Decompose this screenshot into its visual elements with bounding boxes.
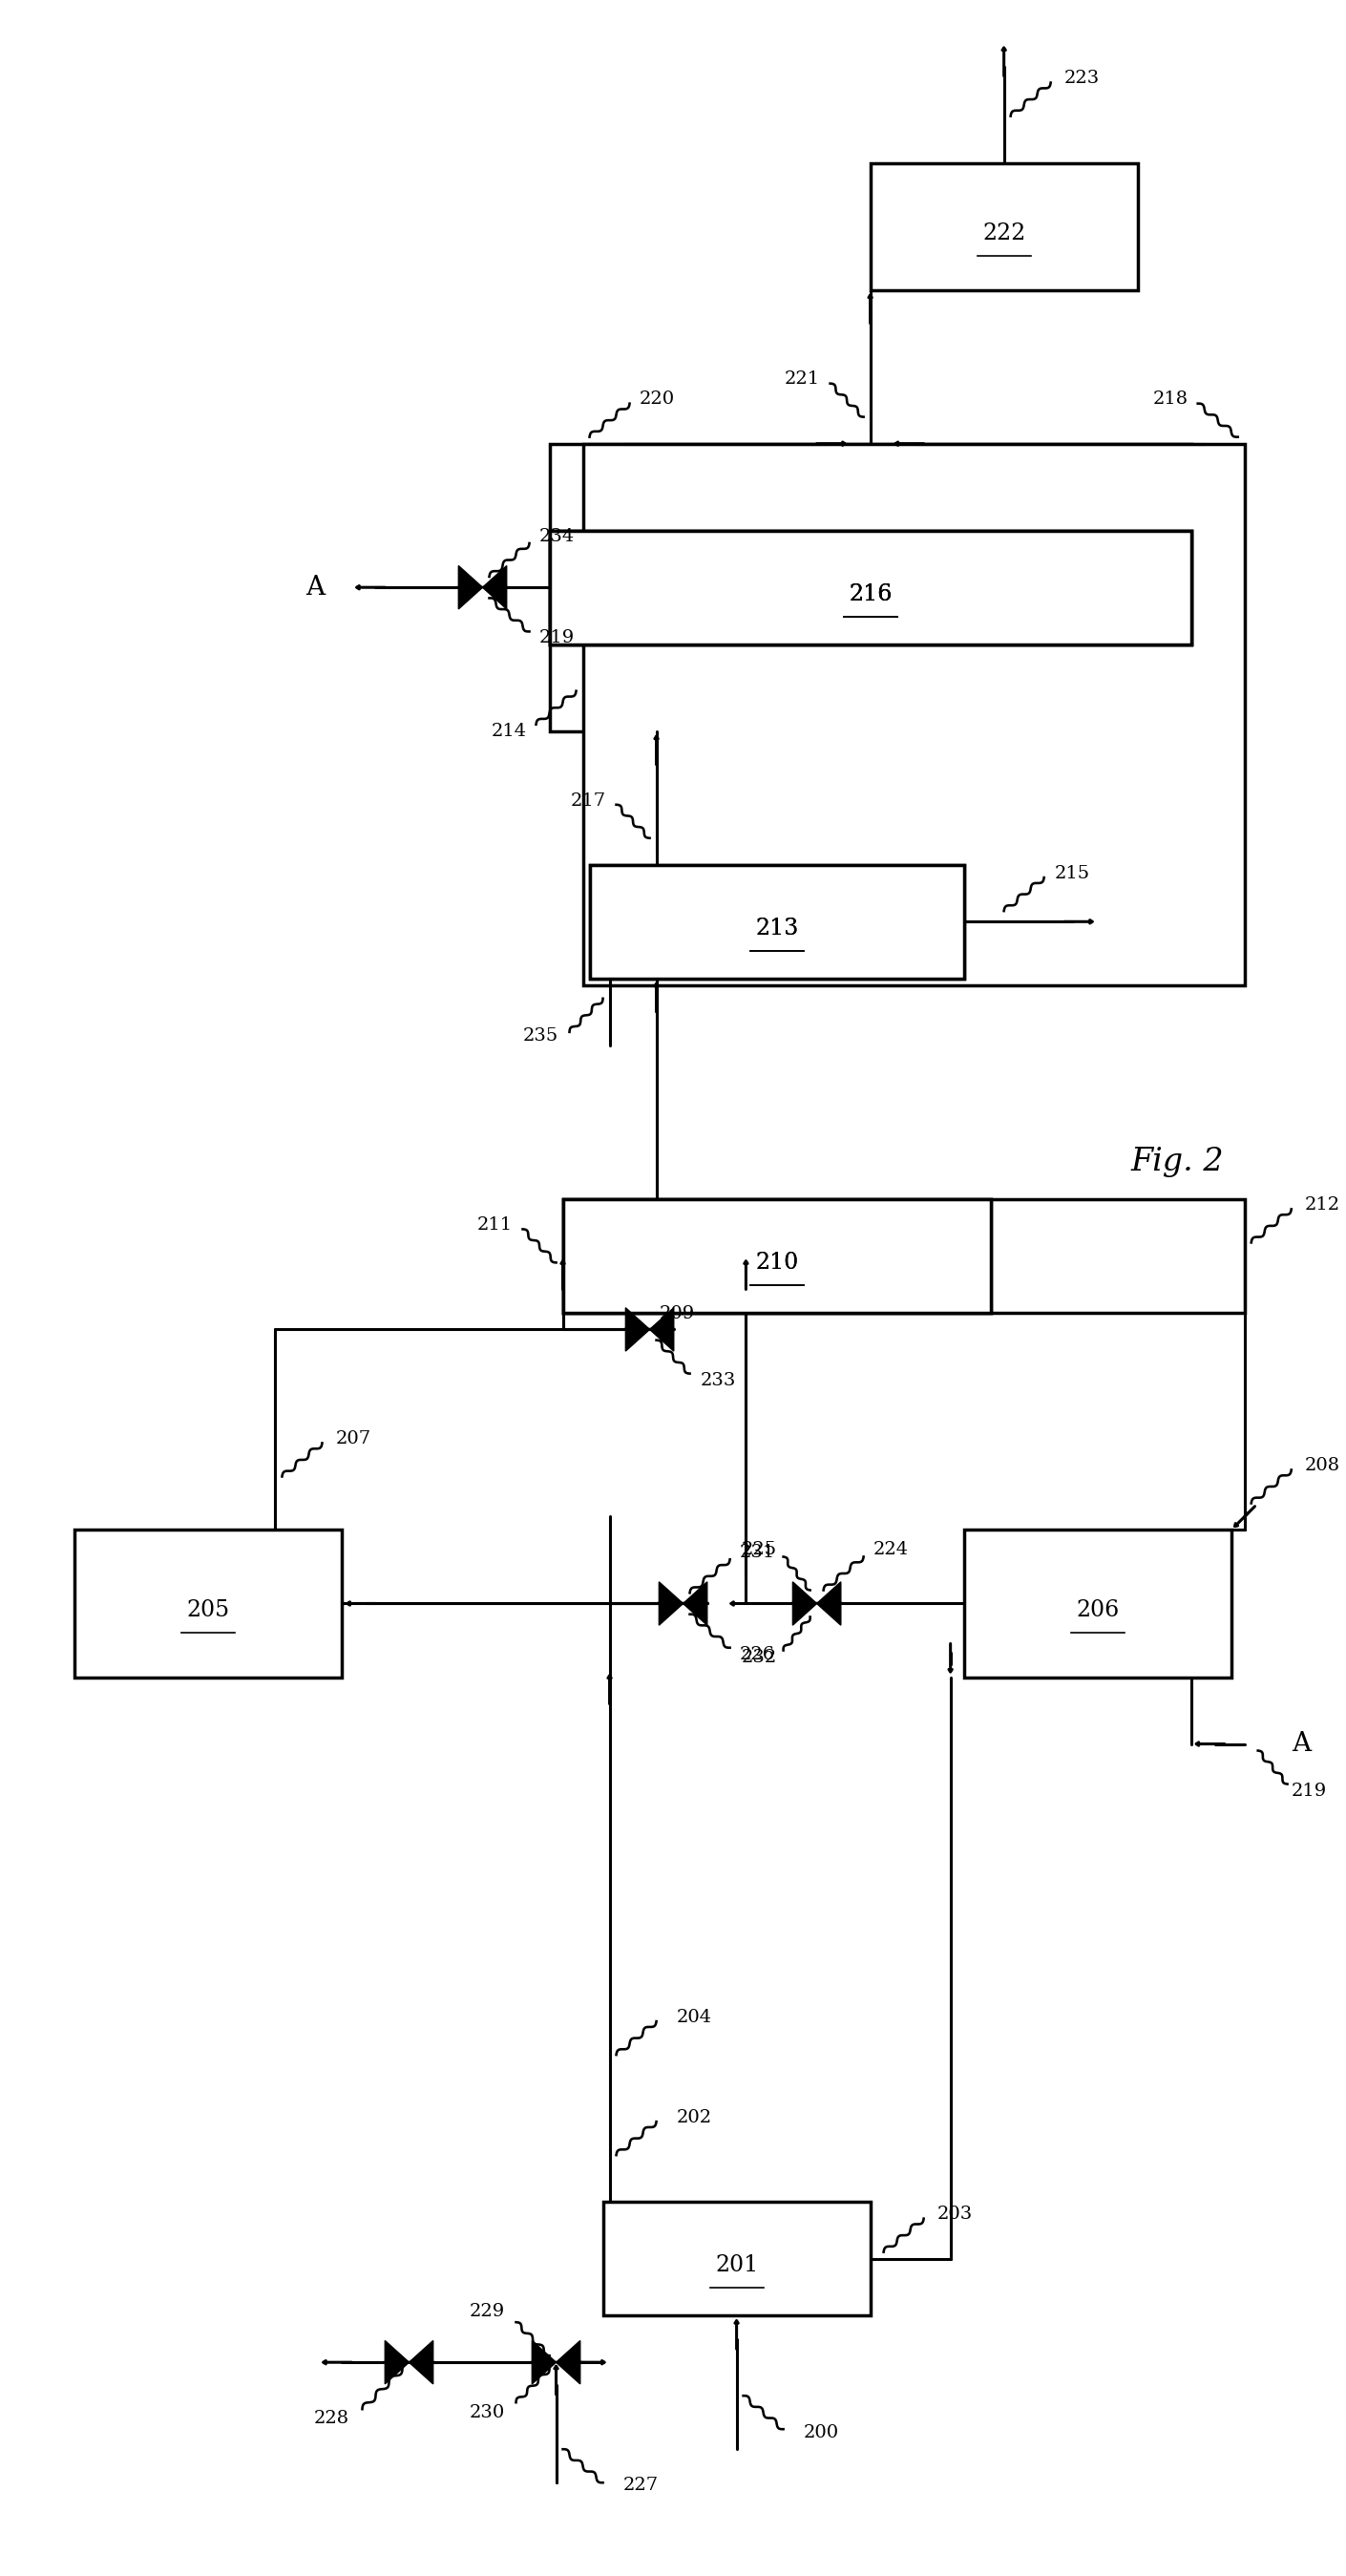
Text: Fig. 2: Fig. 2 (1131, 1146, 1225, 1177)
Text: 229: 229 (470, 2303, 505, 2321)
Polygon shape (626, 1309, 650, 1350)
Text: 217: 217 (571, 791, 606, 809)
Text: 215: 215 (1055, 866, 1090, 881)
Bar (583, 443, 1245, 984)
Polygon shape (650, 1309, 674, 1350)
Text: 202: 202 (677, 2110, 712, 2125)
Polygon shape (532, 2342, 556, 2383)
Text: 219: 219 (1291, 1783, 1327, 1798)
Text: 204: 204 (677, 2009, 712, 2025)
Text: 231: 231 (739, 1543, 775, 1561)
Text: 210: 210 (755, 1252, 798, 1273)
Bar (549, 443, 1191, 732)
Text: 214: 214 (491, 721, 526, 739)
Polygon shape (459, 567, 483, 608)
Polygon shape (385, 2342, 409, 2383)
Polygon shape (409, 2342, 433, 2383)
Text: 218: 218 (1154, 392, 1189, 407)
Bar (549, 531, 1191, 644)
Text: 200: 200 (804, 2424, 839, 2442)
Text: A: A (306, 574, 324, 600)
Text: 234: 234 (538, 528, 575, 546)
Text: 226: 226 (739, 1646, 775, 1664)
Text: 212: 212 (1304, 1195, 1341, 1213)
Text: A: A (1291, 1731, 1311, 1757)
Text: 230: 230 (470, 2403, 505, 2421)
Polygon shape (660, 1582, 684, 1625)
Bar (563, 1198, 991, 1314)
Text: 206: 206 (1075, 1600, 1119, 1620)
Text: 222: 222 (983, 222, 1026, 245)
Text: 219: 219 (538, 629, 575, 647)
Text: 201: 201 (715, 2254, 758, 2277)
Text: 221: 221 (783, 371, 820, 389)
Polygon shape (793, 1582, 817, 1625)
Bar (549, 531, 1191, 644)
Text: 210: 210 (755, 1252, 798, 1273)
Text: 211: 211 (476, 1216, 511, 1234)
Polygon shape (556, 2342, 580, 2383)
Text: 216: 216 (848, 582, 892, 605)
Text: 224: 224 (874, 1540, 909, 1558)
Polygon shape (684, 1582, 707, 1625)
Text: 235: 235 (524, 1028, 559, 1043)
Bar (563, 1198, 1245, 1314)
Bar (964, 1530, 1232, 1677)
Text: 232: 232 (742, 1649, 777, 1667)
Text: 203: 203 (937, 2205, 973, 2223)
Bar (75, 1530, 342, 1677)
Bar (590, 866, 964, 979)
Text: 213: 213 (755, 917, 798, 940)
Text: 223: 223 (1065, 70, 1100, 88)
Text: 207: 207 (335, 1430, 371, 1448)
Text: 227: 227 (623, 2476, 658, 2494)
Text: 209: 209 (660, 1306, 695, 1321)
Text: 208: 208 (1304, 1458, 1341, 1473)
Bar (603, 2202, 871, 2316)
Text: 216: 216 (848, 582, 892, 605)
Bar (563, 1198, 991, 1314)
Polygon shape (483, 567, 506, 608)
Text: 228: 228 (314, 2411, 349, 2427)
Bar (871, 162, 1137, 291)
Text: 216: 216 (848, 582, 892, 605)
Bar (549, 531, 1191, 644)
Polygon shape (817, 1582, 841, 1625)
Text: 213: 213 (755, 917, 798, 940)
Text: 220: 220 (639, 392, 674, 407)
Text: 225: 225 (742, 1540, 777, 1558)
Text: 205: 205 (187, 1600, 230, 1620)
Text: 233: 233 (700, 1370, 736, 1388)
Bar (590, 866, 964, 979)
